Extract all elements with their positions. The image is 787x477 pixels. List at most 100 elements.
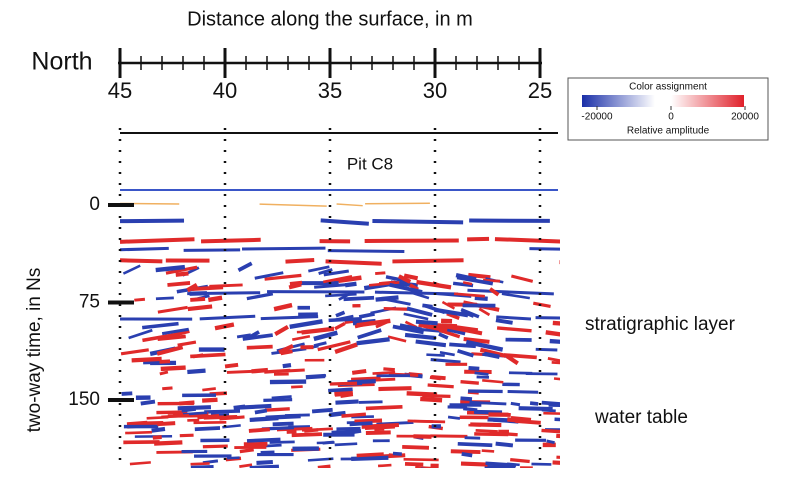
reflection xyxy=(555,419,590,420)
reflection xyxy=(240,406,272,408)
reflection xyxy=(511,276,532,281)
colorbar-tick-label: 20000 xyxy=(731,112,759,123)
reflection xyxy=(290,282,302,283)
reflection xyxy=(344,298,375,300)
reflection xyxy=(275,327,288,334)
reflection xyxy=(415,468,432,469)
reflection xyxy=(416,341,446,345)
reflection xyxy=(533,303,550,306)
reflection xyxy=(321,220,369,223)
reflection xyxy=(134,299,145,300)
reflection xyxy=(182,409,196,411)
reflection xyxy=(201,240,261,242)
left-axis-title: two-way time, in Ns xyxy=(24,268,45,433)
reflection xyxy=(448,417,460,418)
reflection xyxy=(502,294,530,298)
reflection xyxy=(476,430,498,431)
reflection xyxy=(238,263,251,270)
reflection xyxy=(285,260,314,262)
reflection xyxy=(354,420,382,421)
reflection xyxy=(421,469,438,471)
reflection xyxy=(511,403,520,404)
reflection xyxy=(484,354,499,357)
reflection xyxy=(202,400,217,401)
reflection xyxy=(202,388,215,390)
reflection xyxy=(422,396,450,397)
reflection xyxy=(465,438,481,439)
reflection xyxy=(405,335,436,338)
reflection xyxy=(496,444,513,446)
reflection xyxy=(156,267,185,270)
reflection xyxy=(256,462,272,463)
reflection xyxy=(366,432,391,433)
reflection xyxy=(374,428,384,429)
reflection xyxy=(475,373,489,375)
reflection xyxy=(161,368,186,369)
reflection xyxy=(550,341,578,343)
reflection xyxy=(242,248,325,249)
reflection xyxy=(359,402,383,403)
reflection xyxy=(458,351,474,356)
reflection xyxy=(560,262,615,263)
reflection xyxy=(247,347,273,348)
reflection xyxy=(490,289,498,295)
reflection xyxy=(357,454,384,455)
reflection xyxy=(263,400,292,401)
reflection xyxy=(404,459,439,460)
reflection xyxy=(496,320,513,323)
top-tick-label: 35 xyxy=(318,78,342,103)
reflection xyxy=(130,462,151,464)
reflection xyxy=(543,413,564,414)
reflection xyxy=(204,411,240,412)
reflection xyxy=(461,464,488,465)
reflection xyxy=(153,437,162,438)
radargram xyxy=(120,203,628,471)
reflection xyxy=(250,466,279,467)
reflection xyxy=(312,410,333,412)
reflection xyxy=(129,330,153,338)
pit-label: Pit C8 xyxy=(347,154,393,173)
reflection xyxy=(314,343,326,346)
reflection xyxy=(335,394,348,395)
reflection xyxy=(326,261,382,263)
reflection xyxy=(366,407,403,409)
reflection xyxy=(200,316,256,319)
reflection xyxy=(359,314,374,317)
reflection xyxy=(191,467,214,468)
reflection xyxy=(529,249,615,250)
reflection xyxy=(160,372,168,374)
reflection xyxy=(306,376,325,377)
reflection xyxy=(156,298,174,299)
reflection xyxy=(496,317,531,319)
top-tick-label: 40 xyxy=(213,78,237,103)
reflection xyxy=(160,361,171,362)
reflection xyxy=(187,371,205,372)
reflection xyxy=(402,447,429,448)
reflection xyxy=(178,342,196,345)
reflection xyxy=(260,204,327,206)
top-tick-label: 25 xyxy=(528,78,552,103)
reflection xyxy=(482,451,494,452)
reflection xyxy=(358,330,382,338)
top-axis-title: Distance along the surface, in m xyxy=(187,8,473,30)
reflection xyxy=(504,355,537,357)
reflection xyxy=(556,457,579,458)
reflection xyxy=(272,396,292,398)
reflection xyxy=(552,362,586,364)
reflection xyxy=(463,282,472,284)
reflection xyxy=(519,408,553,409)
reflection xyxy=(351,458,388,459)
reflection xyxy=(345,284,356,285)
reflection xyxy=(383,369,394,370)
reflection xyxy=(179,402,194,403)
reflection xyxy=(225,365,238,367)
reflection xyxy=(475,298,488,299)
reflection xyxy=(283,365,291,366)
reflection xyxy=(420,399,442,400)
reflection xyxy=(373,372,396,373)
reflection xyxy=(332,431,354,432)
reflection xyxy=(470,424,501,425)
reflection xyxy=(227,458,240,459)
reflection xyxy=(375,273,385,274)
